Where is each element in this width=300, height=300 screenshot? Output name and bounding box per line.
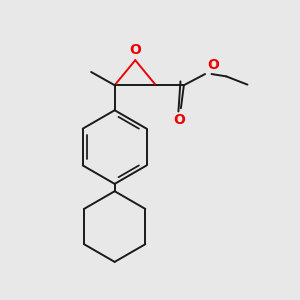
Text: O: O (129, 43, 141, 57)
Text: O: O (173, 112, 185, 127)
Text: O: O (207, 58, 219, 72)
